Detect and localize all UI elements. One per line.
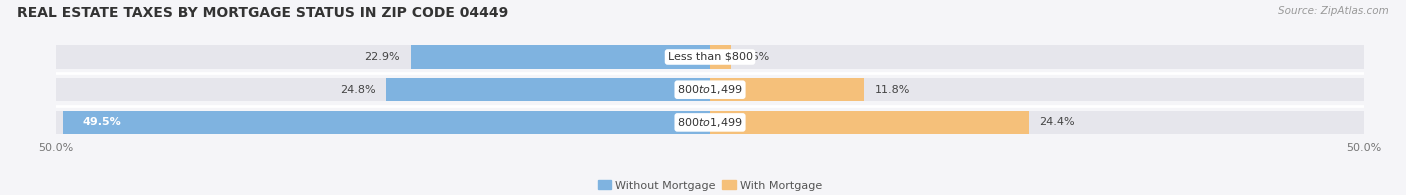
Text: 24.8%: 24.8% xyxy=(340,85,375,95)
Text: 49.5%: 49.5% xyxy=(83,117,121,127)
Text: $800 to $1,499: $800 to $1,499 xyxy=(678,83,742,96)
Text: 11.8%: 11.8% xyxy=(875,85,910,95)
Bar xyxy=(710,45,731,69)
Bar xyxy=(385,78,710,101)
Bar xyxy=(411,45,710,69)
Bar xyxy=(56,78,1364,101)
Bar xyxy=(56,45,1364,69)
Text: 22.9%: 22.9% xyxy=(364,52,401,62)
Text: Source: ZipAtlas.com: Source: ZipAtlas.com xyxy=(1278,6,1389,16)
Text: 1.6%: 1.6% xyxy=(741,52,769,62)
Bar xyxy=(710,111,1029,134)
Text: 24.4%: 24.4% xyxy=(1039,117,1076,127)
Bar xyxy=(56,111,1364,134)
Bar xyxy=(63,111,710,134)
Legend: Without Mortgage, With Mortgage: Without Mortgage, With Mortgage xyxy=(598,180,823,191)
Bar xyxy=(710,78,865,101)
Text: Less than $800: Less than $800 xyxy=(668,52,752,62)
Text: $800 to $1,499: $800 to $1,499 xyxy=(678,116,742,129)
Text: REAL ESTATE TAXES BY MORTGAGE STATUS IN ZIP CODE 04449: REAL ESTATE TAXES BY MORTGAGE STATUS IN … xyxy=(17,6,508,20)
